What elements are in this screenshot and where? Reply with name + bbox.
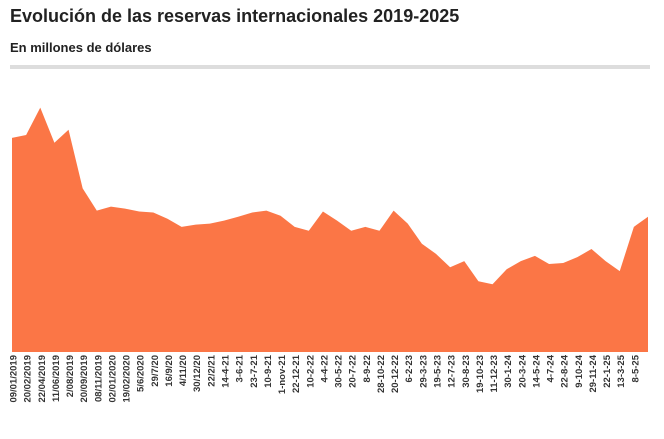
x-tick-label: 19-10-23 [475, 355, 486, 393]
x-tick-label: 20-7-22 [348, 355, 359, 388]
x-tick-label: 10-2-22 [305, 355, 316, 388]
divider [10, 65, 650, 69]
x-tick-label: 8-5-25 [630, 354, 641, 382]
x-tick-label: 19-5-23 [433, 355, 444, 388]
x-tick-label: 20-3-24 [517, 354, 528, 387]
x-tick-label: 22-12-21 [291, 354, 302, 393]
x-tick-label: 14-4-21 [221, 354, 232, 387]
x-tick-label: 4-7-24 [546, 354, 557, 382]
x-tick-label: 6-2-23 [404, 355, 415, 382]
x-tick-label: 09/01/2019 [9, 355, 20, 403]
x-tick-label: 8-9-22 [362, 355, 373, 382]
x-tick-label: 2/08/2019 [65, 355, 76, 397]
chart-title: Evolución de las reservas internacionale… [10, 6, 459, 26]
x-tick-label: 14-5-24 [531, 354, 542, 387]
x-tick-label: 3-6-21 [235, 354, 246, 382]
x-tick-label: 29-3-23 [418, 355, 429, 388]
x-tick-label: 22/04/2019 [37, 355, 48, 403]
x-tick-label: 12-7-23 [447, 355, 458, 388]
x-tick-label: 11-12-23 [489, 355, 500, 393]
x-tick-label: 23-7-21 [249, 354, 260, 387]
x-tick-label: 4/11/20 [178, 355, 189, 386]
x-tick-label: 22-8-24 [560, 354, 571, 387]
x-tick-label: 28-10-22 [376, 355, 387, 393]
x-tick-label: 13-3-25 [616, 354, 627, 387]
x-tick-label: 22/2/21 [206, 354, 217, 386]
x-tick-label: 16/9/20 [164, 355, 175, 387]
x-tick-label: 02/01/2020 [107, 355, 118, 403]
x-tick-label: 4-4-22 [319, 355, 330, 382]
x-tick-label: 22-1-25 [602, 354, 613, 387]
x-tick-label: 5/6/2020 [136, 355, 147, 392]
x-tick-label: 30/12/20 [192, 355, 203, 392]
x-tick-label: 08/11/2019 [93, 355, 104, 402]
x-tick-label: 10-9-21 [263, 354, 274, 387]
x-tick-label: 30-8-23 [461, 355, 472, 388]
x-tick-label: 20-12-22 [390, 355, 401, 393]
area [12, 107, 648, 353]
x-tick-label: 29/7/20 [150, 355, 161, 387]
x-tick-label: 20/02/2019 [23, 355, 34, 403]
x-tick-label: 29-11-24 [588, 354, 599, 392]
x-tick-label: 1-nov-21 [277, 354, 288, 394]
x-tick-label: 30-1-24 [503, 354, 514, 387]
x-tick-label: 30-5-22 [334, 355, 345, 388]
x-tick-label: 11/06/2019 [51, 355, 62, 402]
chart-subtitle: En millones de dólares [10, 40, 152, 55]
x-tick-label: 20/09/2019 [79, 355, 90, 403]
x-tick-label: 9-10-24 [574, 354, 585, 387]
x-tick-label: 19/02/2020 [122, 355, 133, 403]
